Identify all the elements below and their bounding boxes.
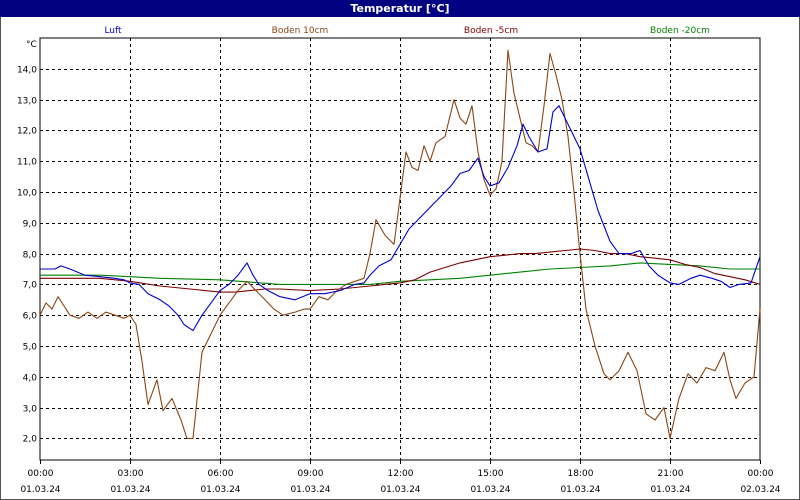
x-tick-time-label: 00:00 bbox=[748, 469, 774, 479]
legend-entry: Boden 10cm bbox=[272, 26, 329, 36]
chart-title: Temperatur [°C] bbox=[0, 0, 800, 17]
series-line bbox=[39, 49, 761, 439]
legend-entry: Boden -20cm bbox=[650, 26, 710, 36]
x-tick-date-label: 01.03.24 bbox=[560, 485, 600, 495]
y-tick-label: 2,0 bbox=[23, 435, 38, 445]
legend: Luft Boden 10cm Boden -5cm Boden -20cm bbox=[104, 26, 710, 36]
legend-entry: Luft bbox=[104, 26, 122, 36]
y-tick-label: 13,0 bbox=[17, 97, 37, 107]
series-line bbox=[40, 262, 760, 285]
y-tick-label: 14,0 bbox=[17, 66, 37, 76]
x-tick-time-label: 15:00 bbox=[478, 469, 504, 479]
y-tick-label: 6,0 bbox=[23, 312, 38, 322]
y-tick-label: 3,0 bbox=[23, 405, 38, 415]
y-tick-label: 10,0 bbox=[17, 189, 37, 199]
series-line bbox=[40, 248, 761, 293]
x-tick-date-label: 01.03.24 bbox=[200, 485, 240, 495]
y-tick-label: 5,0 bbox=[23, 343, 38, 353]
x-tick-time-label: 21:00 bbox=[658, 469, 684, 479]
x-tick-date-label: 01.03.24 bbox=[470, 485, 510, 495]
y-axis-unit: °C bbox=[26, 40, 37, 50]
y-tick-label: 9,0 bbox=[23, 220, 38, 230]
series-line bbox=[40, 105, 761, 332]
y-tick-label: 12,0 bbox=[17, 127, 37, 137]
legend-entry: Boden -5cm bbox=[464, 26, 518, 36]
x-axis-ticks: 00:00 01.03.24 03:00 01.03.24 06:00 01.03.24 0… bbox=[20, 460, 781, 495]
x-tick-date-label: 01.03.24 bbox=[20, 485, 60, 495]
x-tick-date-label: 01.03.24 bbox=[650, 485, 690, 495]
y-tick-label: 11,0 bbox=[17, 158, 37, 168]
x-tick-time-label: 09:00 bbox=[298, 469, 324, 479]
x-tick-date-label: 01.03.24 bbox=[380, 485, 420, 495]
y-tick-label: 8,0 bbox=[23, 251, 38, 261]
x-tick-time-label: 18:00 bbox=[568, 469, 594, 479]
x-tick-date-label: 01.03.24 bbox=[110, 485, 150, 495]
y-axis-ticks: 2,0 3,0 4,0 5,0 6,0 7,0 8,0 9,0 10,0 11,0 12,0 13,0… bbox=[17, 66, 37, 445]
x-tick-time-label: 12:00 bbox=[388, 469, 414, 479]
series-lines bbox=[39, 49, 761, 439]
x-tick-time-label: 06:00 bbox=[208, 469, 234, 479]
x-tick-date-label: 02.03.24 bbox=[740, 485, 780, 495]
x-tick-date-label: 01.03.24 bbox=[290, 485, 330, 495]
grid bbox=[40, 38, 760, 460]
y-tick-label: 4,0 bbox=[23, 374, 38, 384]
y-tick-label: 7,0 bbox=[23, 281, 38, 291]
x-tick-time-label: 00:00 bbox=[28, 469, 54, 479]
x-tick-time-label: 03:00 bbox=[118, 469, 144, 479]
